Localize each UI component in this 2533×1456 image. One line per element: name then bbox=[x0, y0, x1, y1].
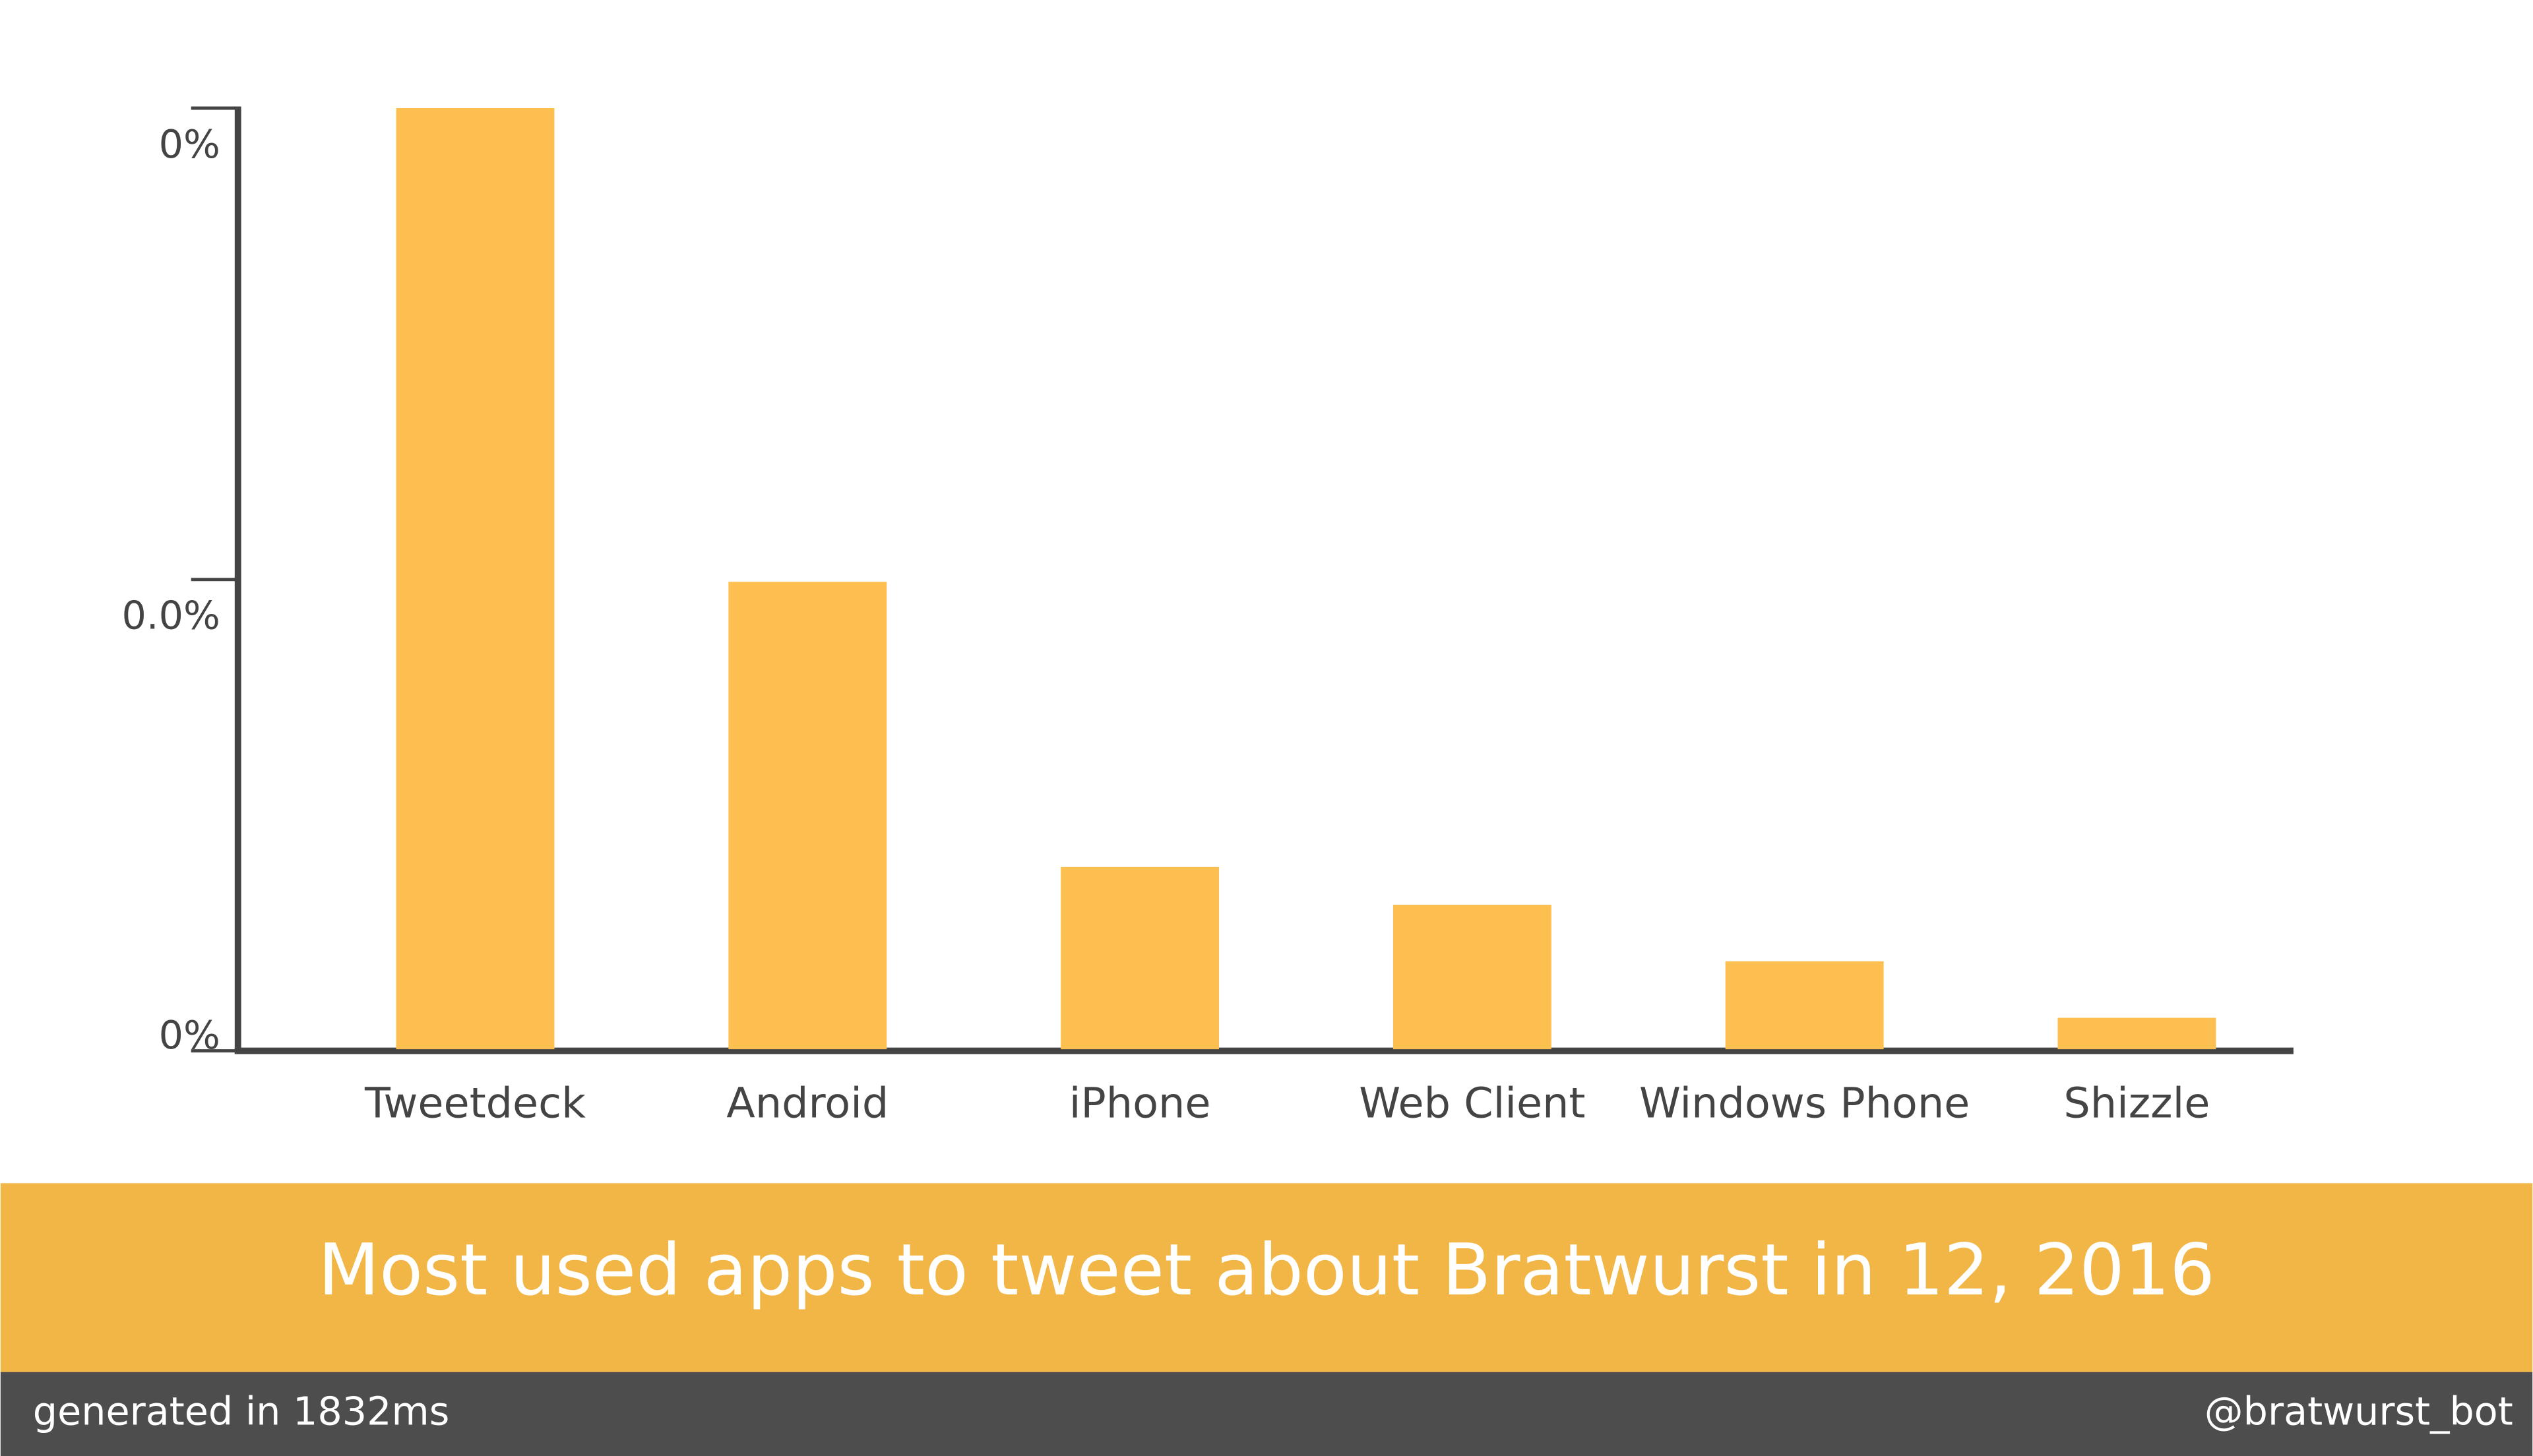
footer-bar bbox=[0, 1372, 2533, 1456]
x-tick-label: Shizzle bbox=[2063, 1079, 2210, 1128]
x-tick-label: iPhone bbox=[1069, 1079, 1211, 1128]
bar bbox=[728, 582, 887, 1050]
bar bbox=[2057, 1017, 2216, 1050]
bar bbox=[1392, 904, 1551, 1050]
footer-handle: @bratwurst_bot bbox=[2205, 1388, 2513, 1434]
y-tick-label: 0.0% bbox=[122, 593, 220, 638]
bar bbox=[1061, 866, 1220, 1050]
title-banner bbox=[0, 1183, 2533, 1372]
bar bbox=[396, 108, 555, 1050]
bar bbox=[1725, 961, 1884, 1050]
x-tick-label: Windows Phone bbox=[1639, 1079, 1970, 1128]
x-tick-label: Tweetdeck bbox=[364, 1079, 586, 1128]
y-tick-label: 0% bbox=[159, 1012, 220, 1058]
x-tick-label: Android bbox=[726, 1079, 889, 1128]
y-tick-label: 0% bbox=[159, 121, 220, 167]
footer-generated: generated in 1832ms bbox=[33, 1388, 450, 1434]
x-tick-label: Web Client bbox=[1359, 1079, 1585, 1128]
chart-title: Most used apps to tweet about Bratwurst … bbox=[318, 1229, 2215, 1312]
